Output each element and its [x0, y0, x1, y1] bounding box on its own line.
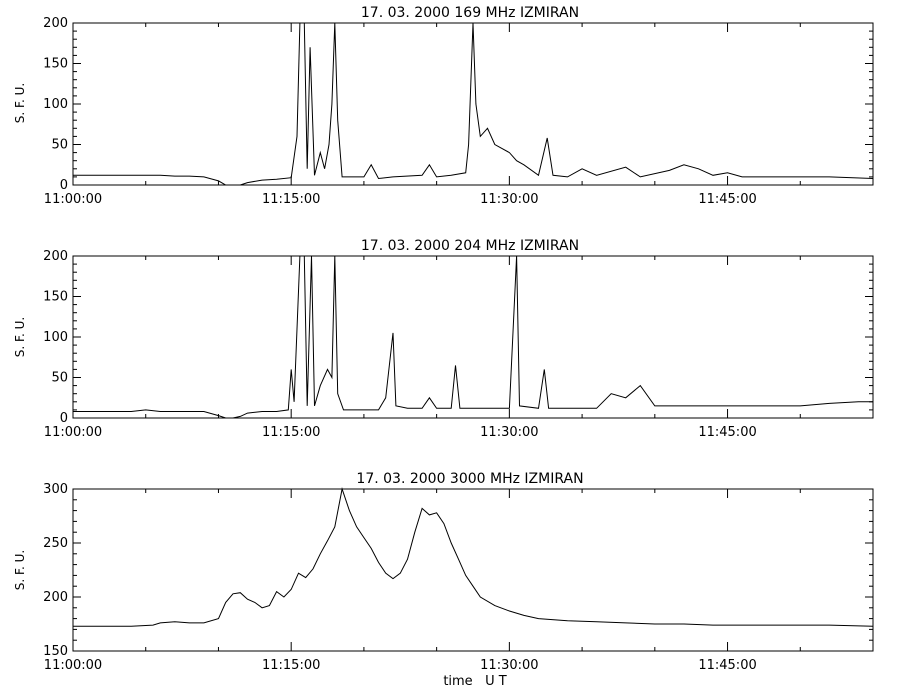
y-tick-label: 150	[43, 57, 68, 72]
x-tick-label: 11:30:00	[480, 192, 538, 207]
y-tick-label: 250	[43, 536, 68, 551]
y-tick-label: 200	[43, 590, 68, 605]
y-tick-label: 300	[43, 482, 68, 497]
panel-204mhz: 17. 03. 2000 204 MHz IZMIRAN S. F. U. 0 5…	[13, 238, 874, 440]
series-line	[73, 255, 873, 419]
y-tick-label: 50	[51, 371, 68, 386]
x-tick-label: 11:00:00	[44, 192, 102, 207]
y-tick-label: 0	[60, 178, 68, 193]
x-tick-label: 11:45:00	[698, 425, 756, 440]
x-tick-label: 11:45:00	[698, 658, 756, 673]
x-tick-label: 11:00:00	[44, 425, 102, 440]
x-tick-label: 11:15:00	[262, 658, 320, 673]
panel-title: 17. 03. 2000 169 MHz IZMIRAN	[361, 5, 579, 21]
x-tick-label: 11:30:00	[480, 658, 538, 673]
y-tick-label: 200	[43, 249, 68, 264]
plot-frame	[72, 255, 874, 419]
panel-title: 17. 03. 2000 3000 MHz IZMIRAN	[356, 471, 583, 487]
panel-3000mhz: 17. 03. 2000 3000 MHz IZMIRAN S. F. U. 1…	[13, 471, 874, 689]
y-axis-label: S. F. U.	[13, 83, 27, 123]
y-tick-label: 150	[43, 290, 68, 305]
x-tick-label: 11:45:00	[698, 192, 756, 207]
y-axis-label: S. F. U.	[13, 317, 27, 357]
series-line	[73, 487, 874, 627]
panel-title: 17. 03. 2000 204 MHz IZMIRAN	[361, 238, 579, 254]
x-tick-label: 11:15:00	[262, 192, 320, 207]
x-tick-label: 11:15:00	[262, 425, 320, 440]
panel-169mhz: 17. 03. 2000 169 MHz IZMIRAN S. F. U. 0 5…	[13, 5, 874, 207]
y-tick-label: 150	[43, 644, 68, 659]
series-line	[73, 22, 874, 186]
plot-frame	[72, 22, 874, 186]
y-tick-label: 100	[43, 330, 68, 345]
y-tick-label: 0	[60, 411, 68, 426]
y-tick-label: 100	[43, 97, 68, 112]
y-tick-label: 200	[43, 16, 68, 31]
plot-frame	[72, 488, 874, 652]
x-tick-label: 11:00:00	[44, 658, 102, 673]
y-tick-label: 50	[51, 138, 68, 153]
x-tick-label: 11:30:00	[480, 425, 538, 440]
x-axis-label: time U T	[443, 674, 506, 689]
y-axis-label: S. F. U.	[13, 550, 27, 590]
